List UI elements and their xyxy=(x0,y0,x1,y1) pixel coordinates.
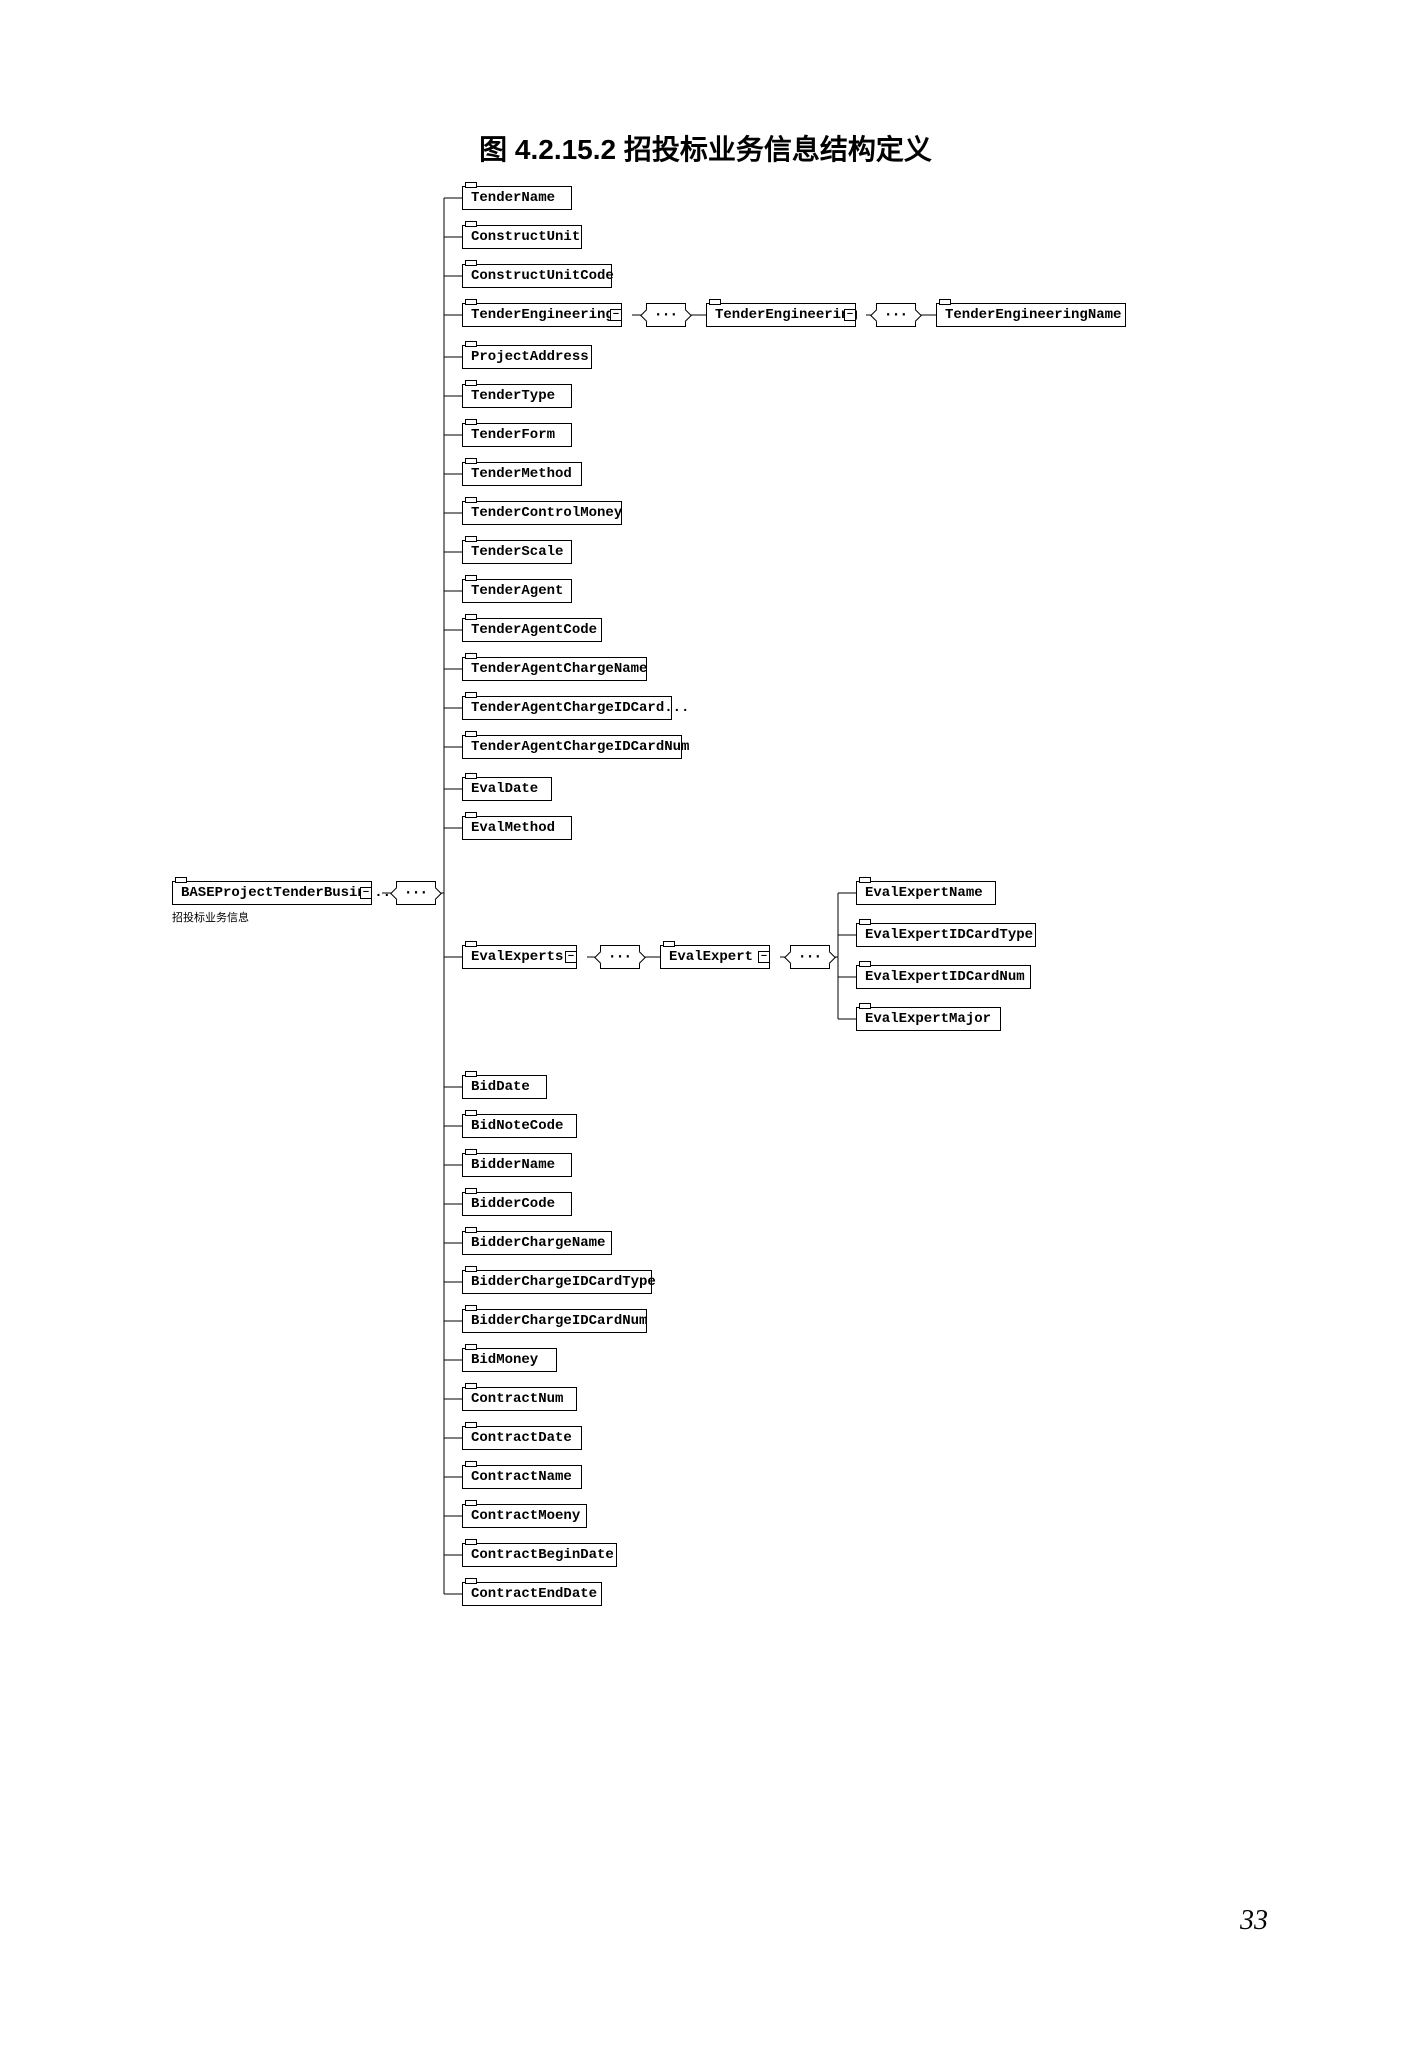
node-label: ProjectAddress xyxy=(471,349,589,365)
child-node: ContractName xyxy=(462,1465,582,1489)
child-node: TenderAgentCode xyxy=(462,618,602,642)
child-node: TenderName xyxy=(462,186,572,210)
child-node: ConstructUnitCode xyxy=(462,264,612,288)
node-label: TenderAgent xyxy=(471,583,563,599)
sub-node: EvalExpertIDCardType xyxy=(856,923,1036,947)
node-label: BidDate xyxy=(471,1079,530,1095)
node-label: EvalExperts xyxy=(471,949,563,965)
node-label: BidMoney xyxy=(471,1352,538,1368)
node-label: ContractDate xyxy=(471,1430,572,1446)
node-label: EvalExpert xyxy=(669,949,753,965)
child-node: TenderScale xyxy=(462,540,572,564)
node-label: EvalMethod xyxy=(471,820,555,836)
child-node: BidderChargeIDCardNum xyxy=(462,1309,647,1333)
node-label: EvalExpertMajor xyxy=(865,1011,991,1027)
child-node: BidMoney xyxy=(462,1348,557,1372)
node-label: BidderName xyxy=(471,1157,555,1173)
sequence-connector: ··· xyxy=(396,881,436,905)
node-label: TenderType xyxy=(471,388,555,404)
node-label: TenderName xyxy=(471,190,555,206)
node-label: TenderAgentChargeName xyxy=(471,661,647,677)
node-label: BidderChargeIDCardNum xyxy=(471,1313,647,1329)
node-label: TenderScale xyxy=(471,544,563,560)
child-node: BidderName xyxy=(462,1153,572,1177)
node-label: TenderAgentChargeIDCard... xyxy=(471,700,689,716)
child-node: BidNoteCode xyxy=(462,1114,577,1138)
expand-icon: – xyxy=(610,309,622,321)
expand-icon: – xyxy=(565,951,577,963)
sequence-connector: ··· xyxy=(876,303,916,327)
child-node: BidDate xyxy=(462,1075,547,1099)
node-label: TenderAgentCode xyxy=(471,622,597,638)
node-label: TenderEngineering xyxy=(715,307,858,323)
page: 图 4.2.15.2 招投标业务信息结构定义 BASEProjectTender… xyxy=(0,0,1411,2048)
node-label: ContractNum xyxy=(471,1391,563,1407)
expand-icon: – xyxy=(360,887,372,899)
child-node: TenderEngineerings– xyxy=(462,303,622,327)
sub-node: EvalExpertIDCardNum xyxy=(856,965,1031,989)
sub-node: EvalExpertMajor xyxy=(856,1007,1001,1031)
child-node: TenderControlMoney xyxy=(462,501,622,525)
child-node: TenderForm xyxy=(462,423,572,447)
node-label: EvalDate xyxy=(471,781,538,797)
node-label: EvalExpertIDCardType xyxy=(865,927,1033,943)
child-node: ContractNum xyxy=(462,1387,577,1411)
node-label: BidderCode xyxy=(471,1196,555,1212)
expand-icon: – xyxy=(758,951,770,963)
child-node: TenderAgentChargeIDCardNum xyxy=(462,735,682,759)
child-node: EvalMethod xyxy=(462,816,572,840)
node-label: TenderAgentChargeIDCardNum xyxy=(471,739,689,755)
child-node: BidderCode xyxy=(462,1192,572,1216)
node-label: TenderControlMoney xyxy=(471,505,622,521)
node-label: TenderForm xyxy=(471,427,555,443)
mid-node: EvalExpert– xyxy=(660,945,770,969)
child-node: TenderAgent xyxy=(462,579,572,603)
child-node: BidderChargeIDCardType xyxy=(462,1270,652,1294)
node-label: ConstructUnitCode xyxy=(471,268,614,284)
mid-node: TenderEngineering– xyxy=(706,303,856,327)
child-node: ContractEndDate xyxy=(462,1582,602,1606)
node-label: TenderEngineeringName xyxy=(945,307,1121,323)
child-node: TenderAgentChargeIDCard... xyxy=(462,696,672,720)
child-node: EvalExperts– xyxy=(462,945,577,969)
node-label: EvalExpertName xyxy=(865,885,983,901)
node-label: ContractName xyxy=(471,1469,572,1485)
node-label: ConstructUnit xyxy=(471,229,580,245)
leaf-node: TenderEngineeringName xyxy=(936,303,1126,327)
node-label: BidderChargeIDCardType xyxy=(471,1274,656,1290)
child-node: TenderMethod xyxy=(462,462,582,486)
node-label: ContractEndDate xyxy=(471,1586,597,1602)
node-label: BidderChargeName xyxy=(471,1235,605,1251)
node-label: TenderEngineerings xyxy=(471,307,622,323)
node-label: ContractBeginDate xyxy=(471,1547,614,1563)
child-node: TenderAgentChargeName xyxy=(462,657,647,681)
child-node: ContractMoeny xyxy=(462,1504,587,1528)
sequence-connector: ··· xyxy=(646,303,686,327)
sequence-connector: ··· xyxy=(790,945,830,969)
child-node: ContractDate xyxy=(462,1426,582,1450)
root-node: BASEProjectTenderBusin...– xyxy=(172,881,372,905)
schema-tree-diagram: BASEProjectTenderBusin...– 招投标业务信息 ··· Tend… xyxy=(0,0,1411,2048)
child-node: TenderType xyxy=(462,384,572,408)
page-number: 33 xyxy=(1240,1905,1268,1937)
child-node: ProjectAddress xyxy=(462,345,592,369)
sequence-connector: ··· xyxy=(600,945,640,969)
child-node: ConstructUnit xyxy=(462,225,582,249)
child-node: EvalDate xyxy=(462,777,552,801)
sub-node: EvalExpertName xyxy=(856,881,996,905)
node-label: ContractMoeny xyxy=(471,1508,580,1524)
child-node: BidderChargeName xyxy=(462,1231,612,1255)
expand-icon: – xyxy=(844,309,856,321)
root-caption: 招投标业务信息 xyxy=(172,909,249,925)
node-label: EvalExpertIDCardNum xyxy=(865,969,1025,985)
node-label: TenderMethod xyxy=(471,466,572,482)
node-label: BidNoteCode xyxy=(471,1118,563,1134)
child-node: ContractBeginDate xyxy=(462,1543,617,1567)
